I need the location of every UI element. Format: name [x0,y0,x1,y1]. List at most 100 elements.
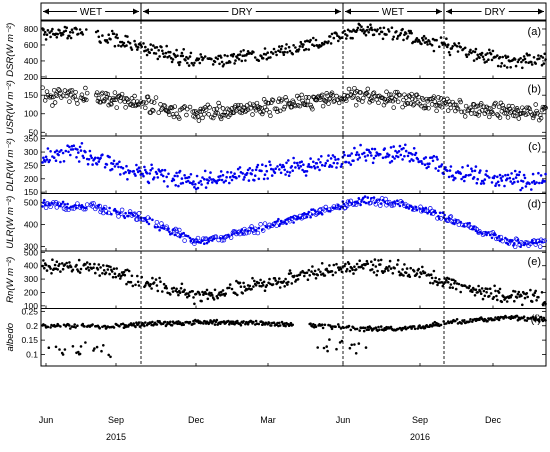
data-point [165,108,170,114]
data-point [268,160,271,163]
data-point [539,315,543,319]
data-point [228,175,232,179]
data-point [391,155,395,158]
data-point [359,28,362,32]
y-tick-label: 400 [24,56,38,66]
y-tick-label: 0.15 [21,335,38,345]
data-point [177,116,182,121]
data-point [296,164,300,167]
data-point [189,51,193,55]
data-point [84,150,87,154]
data-point [184,112,189,118]
data-point [479,290,482,293]
data-point [305,170,309,173]
data-point [441,284,445,288]
data-point [198,61,202,65]
data-point [142,42,145,45]
data-point [511,182,514,185]
data-point [463,319,466,322]
data-point [463,46,467,50]
data-point [233,322,236,326]
data-point [64,93,69,99]
data-point [321,326,325,330]
data-point [399,153,403,157]
data-point [472,59,476,62]
data-point [279,97,285,102]
data-point [158,102,163,107]
data-point [411,101,417,107]
data-point [500,103,505,108]
data-point [150,287,153,290]
season-arrow-head-right [335,8,341,15]
data-point [476,291,480,294]
data-point [284,324,287,328]
data-point [180,177,184,180]
data-point [207,240,210,243]
data-point [75,201,80,206]
data-point [71,148,75,151]
data-point [517,290,521,294]
data-point [357,265,361,269]
data-point [357,153,361,157]
data-point [448,214,454,219]
data-point [154,219,160,225]
data-point [60,149,63,152]
data-point [453,102,459,108]
data-point [42,28,45,32]
data-point [429,273,433,277]
data-point [295,161,299,165]
y-tick-label: 150 [24,90,38,100]
data-point [477,109,482,115]
data-point [387,28,390,31]
data-point [191,183,194,186]
data-point [506,55,510,58]
data-point [497,318,501,322]
data-point [416,157,420,161]
data-point [182,238,187,243]
data-point [105,163,109,166]
data-points [41,22,547,70]
data-point [372,196,376,199]
data-point [343,29,346,33]
data-points [41,314,547,359]
data-point [136,46,140,49]
data-point [175,171,178,175]
data-point [89,154,93,157]
data-point [222,63,226,66]
data-point [171,58,175,61]
data-point [301,45,304,49]
data-point [373,28,377,32]
data-point [272,106,278,112]
season-arrow-head-right [436,8,442,15]
data-point [337,266,340,269]
data-point [136,211,142,216]
data-point [57,88,62,93]
data-point [363,326,367,330]
data-point [115,267,118,270]
data-point [151,100,157,105]
data-point [302,43,305,46]
data-point [445,96,450,102]
data-point [178,63,181,67]
data-point [305,215,309,219]
data-point [423,163,427,166]
data-point [533,102,538,107]
data-point [106,268,110,271]
data-point [219,290,223,294]
data-point [389,325,393,329]
data-point [261,97,267,102]
data-point [388,161,392,164]
data-point [203,242,206,245]
data-point [370,28,374,32]
data-point [242,320,245,323]
data-point [106,41,110,44]
data-point [357,342,361,345]
data-point [81,322,85,326]
data-point [352,85,357,91]
data-point [406,154,410,158]
data-point [397,150,401,153]
data-point [85,206,88,210]
data-point [483,178,487,181]
data-point [320,155,323,158]
data-point [481,55,485,59]
